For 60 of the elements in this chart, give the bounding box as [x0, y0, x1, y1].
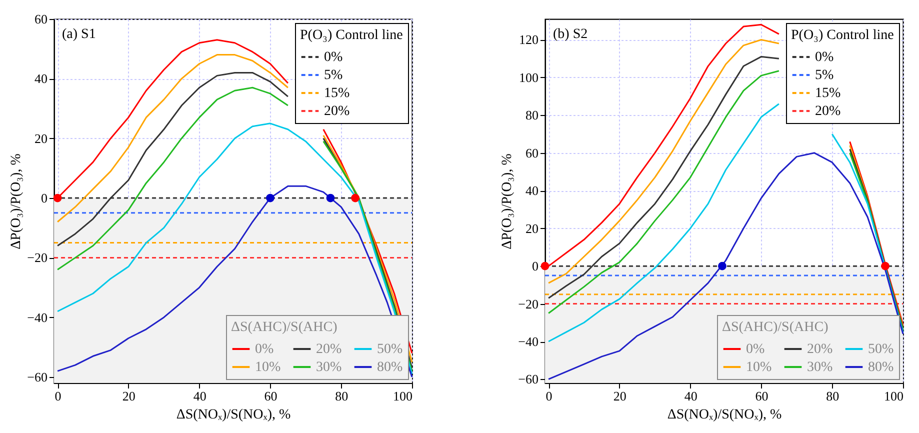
y-tick-label: 80 [526, 108, 538, 123]
y-tick-label: −40 [518, 334, 538, 350]
y-tick-label: −40 [27, 310, 48, 325]
legend-label: 20% [807, 342, 833, 357]
text: (b) S2 [553, 27, 588, 42]
x-axis-title: ΔS(NOₓ)/S(NOₓ), % [176, 408, 292, 422]
legend-label: 50% [868, 342, 894, 357]
y-tick-label: 40 [526, 183, 538, 198]
legend-label: 0% [255, 342, 274, 357]
legend-label: 0% [324, 50, 343, 65]
y-tick-label: −20 [27, 250, 48, 266]
y-tick-label: 0 [41, 190, 48, 206]
y-tick-label: −60 [27, 370, 48, 385]
legend-label: 10% [255, 360, 281, 375]
x-tick-label: 40 [684, 388, 698, 404]
legend-label: 5% [324, 68, 343, 83]
y-tick-label: 40 [34, 71, 48, 86]
x-tick-label: 40 [193, 388, 206, 404]
legend-title: ΔS(AHC)/S(AHC) [231, 320, 338, 335]
annotation: P(O₃) Control line [300, 28, 403, 43]
legend-label: 20% [324, 104, 350, 119]
legend-label: 80% [377, 360, 403, 375]
y-tick-label: −60 [518, 372, 538, 387]
x-tick-label: 80 [826, 388, 840, 404]
y-tick-label: 60 [526, 145, 538, 160]
legend-label: 10% [746, 360, 772, 375]
y-tick-label: 20 [34, 130, 48, 146]
x-axis-title: ΔS(NOₓ)/S(NOₓ), % [667, 408, 782, 422]
y-tick-label: 100 [519, 70, 538, 85]
x-tick-label: 60 [755, 388, 768, 404]
x-tick-label: 60 [264, 388, 278, 404]
legend-label: 20% [316, 342, 342, 357]
x-tick-label: 100 [393, 388, 412, 404]
y-axis-title: ΔP(O₃)/P(O₃), % [500, 153, 516, 250]
x-tick-label: 0 [54, 388, 62, 404]
x-tick-label: 0 [546, 388, 552, 404]
y-tick-label: 20 [526, 220, 538, 236]
y-tick-label: 120 [519, 32, 538, 48]
y-tick-label: 60 [34, 12, 48, 26]
legend-label: 20% [815, 104, 841, 119]
y-tick-label: −20 [518, 296, 538, 312]
legend-label: 30% [316, 360, 342, 375]
legend-label: 5% [815, 68, 834, 83]
text: (a) S1 [62, 27, 96, 42]
legend-title: ΔS(AHC)/S(AHC) [722, 320, 829, 335]
legend-label: 80% [868, 360, 894, 375]
legend-label: 0% [815, 50, 834, 65]
legend-label: 15% [815, 86, 841, 101]
legend-label: 0% [746, 342, 765, 357]
legend-label: 30% [807, 360, 833, 375]
line-series [548, 152, 904, 380]
legend-label: 15% [324, 86, 350, 101]
x-tick-label: 80 [335, 388, 348, 404]
y-tick-label: 0 [532, 258, 538, 274]
x-tick-label: 20 [122, 388, 136, 404]
annotation: P(O₃) Control line [791, 28, 894, 43]
x-tick-label: 100 [884, 388, 904, 404]
y-axis-title: ΔP(O₃)/P(O₃), % [9, 153, 24, 250]
legend-label: 50% [377, 342, 403, 357]
x-tick-label: 20 [613, 388, 626, 404]
